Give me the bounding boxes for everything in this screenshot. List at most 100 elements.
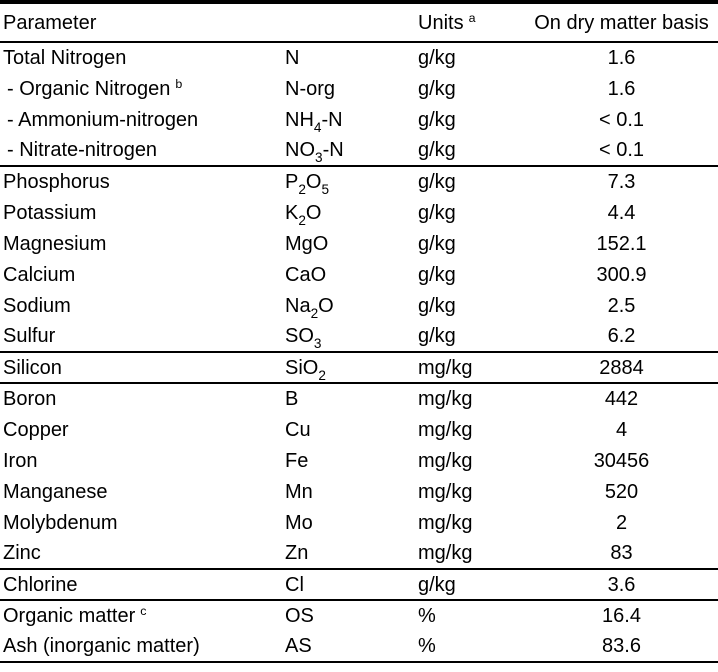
table-row: - Organic Nitrogen b N-org g/kg 1.6 bbox=[0, 73, 718, 104]
units-cell: g/kg bbox=[418, 77, 456, 100]
col-header-dry-matter: On dry matter basis bbox=[525, 2, 718, 43]
parameter-cell: Sodium bbox=[3, 294, 71, 317]
symbol-cell: Mn bbox=[285, 480, 313, 503]
symbol-cell: MgO bbox=[285, 232, 329, 255]
units-cell: g/kg bbox=[418, 325, 456, 347]
units-cell: g/kg bbox=[418, 201, 456, 224]
table-row: Potassium K2O g/kg 4.4 bbox=[0, 197, 718, 228]
table-row: Copper Cu mg/kg 4 bbox=[0, 414, 718, 445]
parameter-cell: - Organic Nitrogen b bbox=[7, 76, 183, 100]
table-row: Chlorine Cl g/kg 3.6 bbox=[0, 568, 718, 600]
symbol-cell: P2O5 bbox=[285, 165, 418, 198]
value-cell: 1.6 bbox=[607, 47, 636, 69]
units-cell: mg/kg bbox=[418, 382, 525, 414]
subscript: 3 bbox=[315, 150, 323, 166]
parameter-cell: Molybdenum bbox=[3, 511, 118, 534]
units-cell: g/kg bbox=[418, 568, 525, 600]
parameter-cell: Zinc bbox=[3, 542, 41, 564]
footnote-marker: b bbox=[175, 76, 183, 91]
units-cell: % bbox=[418, 631, 525, 663]
value-cell: 83 bbox=[610, 542, 633, 564]
value-cell: 520 bbox=[604, 480, 639, 503]
units-cell: mg/kg bbox=[418, 542, 473, 564]
symbol-cell: NO3-N bbox=[285, 139, 344, 166]
parameter-cell: Boron bbox=[0, 382, 285, 414]
value-cell: 16.4 bbox=[525, 599, 718, 631]
value-cell: < 0.1 bbox=[598, 108, 645, 131]
table-row: Sodium Na2O g/kg 2.5 bbox=[0, 290, 718, 321]
table-row: Magnesium MgO g/kg 152.1 bbox=[0, 228, 718, 259]
parameter-cell: Copper bbox=[3, 418, 69, 441]
parameter-cell: Silicon bbox=[0, 351, 285, 383]
units-cell: g/kg bbox=[418, 139, 456, 161]
table-row: Molybdenum Mo mg/kg 2 bbox=[0, 507, 718, 538]
units-cell: mg/kg bbox=[418, 351, 525, 383]
subscript: 5 bbox=[321, 182, 330, 198]
value-cell: 6.2 bbox=[607, 325, 636, 347]
footnote-marker-a: a bbox=[468, 10, 476, 25]
parameter-cell: - Nitrate-nitrogen bbox=[7, 139, 158, 161]
parameter-cell: Total Nitrogen bbox=[3, 47, 127, 69]
value-cell: 2.5 bbox=[607, 294, 636, 317]
units-cell: g/kg bbox=[418, 165, 525, 197]
table-row: Iron Fe mg/kg 30456 bbox=[0, 445, 718, 476]
symbol-cell: Na2O bbox=[285, 294, 334, 321]
parameter-cell: Calcium bbox=[3, 263, 76, 286]
units-cell: mg/kg bbox=[418, 418, 473, 441]
symbol-cell: Fe bbox=[285, 449, 309, 472]
parameter-cell: Phosphorus bbox=[0, 165, 285, 197]
table-row: Manganese Mn mg/kg 520 bbox=[0, 476, 718, 507]
symbol-cell: NH4-N bbox=[285, 108, 343, 135]
units-cell: mg/kg bbox=[418, 511, 473, 534]
units-cell: g/kg bbox=[418, 263, 456, 286]
symbol-cell: SiO2 bbox=[285, 351, 418, 383]
parameter-cell: Organic matter c bbox=[0, 599, 285, 631]
table-row: Ash (inorganic matter) AS% 83.6 bbox=[0, 631, 718, 663]
symbol-cell: Mo bbox=[285, 511, 313, 534]
footnote-marker: c bbox=[140, 604, 147, 619]
parameter-cell: Sulfur bbox=[3, 325, 56, 347]
symbol-cell: N-org bbox=[285, 77, 336, 100]
units-cell: mg/kg bbox=[418, 449, 473, 472]
units-cell: g/kg bbox=[418, 47, 456, 69]
value-cell: 442 bbox=[525, 382, 718, 414]
symbol-cell: Cl bbox=[285, 568, 418, 600]
value-cell: 4 bbox=[615, 418, 628, 441]
units-cell: g/kg bbox=[418, 232, 456, 255]
table-row: - Nitrate-nitrogen NO3-N g/kg < 0.1 bbox=[0, 135, 718, 166]
col-header-units: Units a bbox=[418, 2, 525, 43]
table-header: Parameter Units a On dry matter basis bbox=[0, 2, 718, 43]
symbol-cell: K2O bbox=[285, 201, 322, 228]
value-cell: 300.9 bbox=[596, 263, 647, 286]
symbol-cell: CaO bbox=[285, 263, 327, 286]
value-cell: 2884 bbox=[525, 351, 718, 383]
subscript: 2 bbox=[298, 182, 306, 198]
value-cell: 2 bbox=[615, 511, 628, 534]
parameter-cell: Manganese bbox=[3, 480, 108, 503]
subscript: 2 bbox=[298, 212, 306, 228]
value-cell: 1.6 bbox=[607, 77, 636, 100]
header-row: Parameter Units a On dry matter basis bbox=[0, 2, 718, 43]
subscript: 4 bbox=[313, 119, 322, 135]
table-row: Organic matter c OS% 16.4 bbox=[0, 599, 718, 631]
col-header-parameter: Parameter bbox=[0, 2, 285, 43]
table-row: Sulfur SO3 g/kg 6.2 bbox=[0, 321, 718, 352]
symbol-cell: OS bbox=[285, 599, 418, 631]
table-row: Calcium CaO g/kg 300.9 bbox=[0, 259, 718, 290]
col-header-symbol bbox=[285, 2, 418, 43]
units-cell: % bbox=[418, 599, 525, 631]
symbol-cell: Cu bbox=[285, 418, 311, 441]
symbol-cell: AS bbox=[285, 631, 418, 663]
subscript: 2 bbox=[310, 305, 319, 321]
subscript: 3 bbox=[313, 336, 322, 352]
value-cell: 30456 bbox=[593, 449, 650, 472]
parameter-cell: - Ammonium-nitrogen bbox=[7, 108, 199, 131]
col-header-units-label: Units bbox=[418, 11, 464, 34]
table-row: Phosphorus P2O5 g/kg 7.3 bbox=[0, 165, 718, 198]
table-row: Silicon SiO2 mg/kg 2884 bbox=[0, 351, 718, 383]
